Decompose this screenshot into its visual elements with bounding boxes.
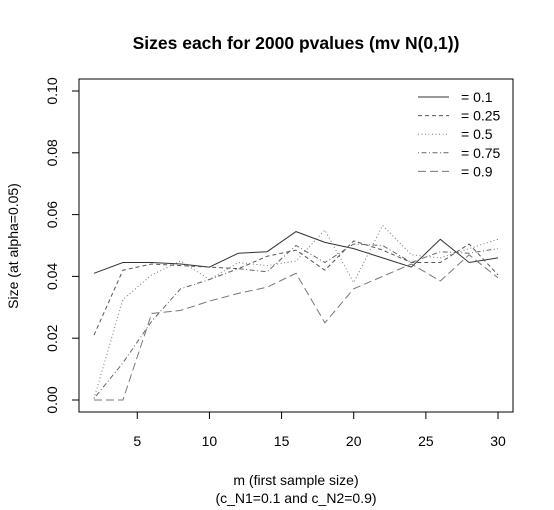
x-tick-label: 30 (490, 433, 506, 449)
series-lines (93, 224, 499, 401)
y-tick-label: 0.00 (44, 386, 60, 413)
y-tick-label: 0.06 (44, 201, 60, 228)
legend-label: = 0.75 (461, 145, 501, 161)
series-line-2 (93, 224, 499, 399)
y-tick-label: 0.08 (44, 139, 60, 166)
y-axis: 0.00 0.02 0.04 0.06 0.08 0.10 (44, 77, 80, 414)
x-tick-label: 10 (202, 433, 218, 449)
y-tick-label: 0.02 (44, 324, 60, 351)
series-line-3 (93, 243, 499, 399)
x-tick-label: 20 (346, 433, 362, 449)
y-axis-label: Size (at alpha=0.05) (5, 183, 21, 309)
x-tick-label: 15 (274, 433, 290, 449)
y-tick-label: 0.10 (44, 77, 60, 104)
x-axis-label-subtitle: (c_N1=0.1 and c_N2=0.9) (215, 490, 376, 506)
legend-label: = 0.5 (461, 126, 493, 142)
series-line-4 (94, 254, 499, 401)
legend-label: = 0.9 (461, 163, 493, 179)
x-axis-label: m (first sample size) (233, 472, 358, 488)
y-tick-label: 0.04 (44, 263, 60, 290)
chart-title: Sizes each for 2000 pvalues (mv N(0,1)) (133, 33, 460, 53)
series-line-1 (93, 240, 499, 336)
legend-label: = 0.1 (461, 89, 493, 105)
legend-label: = 0.25 (461, 108, 501, 124)
series-line-0 (93, 231, 499, 274)
x-tick-label: 5 (133, 433, 141, 449)
x-tick-label: 25 (418, 433, 434, 449)
x-axis: 5 10 15 20 25 30 (133, 411, 506, 449)
legend: = 0.1 = 0.25 = 0.5 = 0.75 = 0.9 (418, 89, 501, 179)
